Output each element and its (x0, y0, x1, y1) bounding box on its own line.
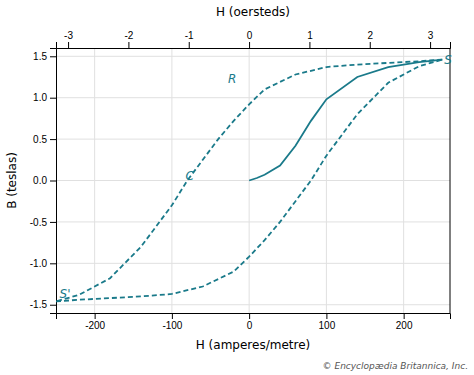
grid-line (56, 139, 450, 140)
tick-label: -3 (64, 30, 73, 41)
tick-label: 3 (428, 30, 434, 41)
grid-line (56, 221, 450, 222)
tick-label: 0.0 (33, 175, 47, 186)
tick: 1.5 (33, 51, 56, 62)
tick: -1.0 (30, 258, 56, 269)
tick: 0 (247, 313, 253, 331)
tick-mark (50, 222, 56, 223)
tick-mark (95, 313, 96, 319)
tick-label: -1.0 (30, 258, 48, 269)
footnote: © Encyclopædia Britannica, Inc. (323, 361, 468, 371)
tick: 200 (396, 313, 413, 331)
tick-mark (172, 313, 173, 319)
tick-mark (430, 42, 431, 48)
tick: 1.0 (33, 92, 56, 103)
tick-label: 0 (247, 320, 253, 331)
grid-line (56, 56, 450, 57)
tick-mark (249, 42, 250, 48)
tick: -200 (85, 313, 105, 331)
tick-mark (309, 42, 310, 48)
tick: 100 (319, 313, 336, 331)
tick: -1.5 (30, 299, 56, 310)
plot: -200-1000100200-1.5-1.0-0.50.00.51.01.5-… (30, 30, 453, 331)
tick-mark (189, 42, 190, 48)
tick-label: -0.5 (30, 217, 48, 228)
tick-label: -1 (185, 30, 194, 41)
tick-label: -1.5 (30, 299, 48, 310)
y-axis-title: B (teslas) (5, 152, 19, 209)
tick-label: 200 (396, 320, 413, 331)
tick-mark (249, 313, 250, 319)
tick: -2 (124, 30, 133, 48)
tick: 1 (307, 30, 313, 48)
tick-mark (128, 42, 129, 48)
tick: 0.0 (33, 175, 56, 186)
tick-label: -100 (162, 320, 182, 331)
x2-axis-title: H (oersteds) (216, 5, 290, 19)
tick-mark (326, 313, 327, 319)
axis-line (57, 314, 451, 320)
tick-mark (50, 181, 56, 182)
grid (56, 48, 450, 313)
curve (56, 60, 442, 302)
tick-mark (68, 42, 69, 48)
annotation: R (228, 72, 236, 86)
tick: 3 (428, 30, 434, 48)
tick: 0.5 (33, 134, 56, 145)
tick-label: 0 (247, 30, 253, 41)
tick-label: 1 (307, 30, 313, 41)
x2-axis: -3 -2 -1 0 1 2 3 (57, 30, 451, 49)
frame (450, 48, 451, 313)
tick: -0.5 (30, 217, 56, 228)
tick-label: -200 (85, 320, 105, 331)
tick-mark (50, 305, 56, 306)
curve (56, 60, 442, 302)
axis-line (57, 42, 451, 49)
tick-label: 0.5 (33, 134, 47, 145)
annotation: S' (60, 287, 71, 301)
tick-mark (50, 139, 56, 140)
tick: -3 (64, 30, 73, 48)
tick-mark (50, 56, 56, 57)
tick-mark (50, 263, 56, 264)
curve (249, 60, 442, 181)
lines (56, 60, 442, 302)
axis-line (50, 49, 57, 314)
tick: 2 (367, 30, 373, 48)
tick-label: 1.0 (33, 92, 47, 103)
grid-line (56, 97, 450, 98)
tick-label: 100 (319, 320, 336, 331)
tick-label: 2 (367, 30, 373, 41)
x-axis: -200 -100 0 100 200 (57, 313, 451, 331)
grid-line (56, 263, 450, 264)
tick-mark (370, 42, 371, 48)
tick: 0 (247, 30, 253, 48)
annotation: S (444, 53, 452, 67)
tick: -100 (162, 313, 182, 331)
grid-line (56, 304, 450, 305)
tick: -1 (185, 30, 194, 48)
tick-mark (404, 313, 405, 319)
tick-label: -2 (124, 30, 133, 41)
tick-mark (50, 98, 56, 99)
annotation: C (185, 169, 194, 183)
chart: -200-1000100200-1.5-1.0-0.50.00.51.01.5-… (0, 0, 474, 375)
y-axis: -1.5 -1.0 -0.5 0.0 0.5 1.0 1.5 (30, 49, 57, 314)
tick-label: 1.5 (33, 51, 47, 62)
x-axis-title: H (amperes/metre) (196, 338, 310, 352)
